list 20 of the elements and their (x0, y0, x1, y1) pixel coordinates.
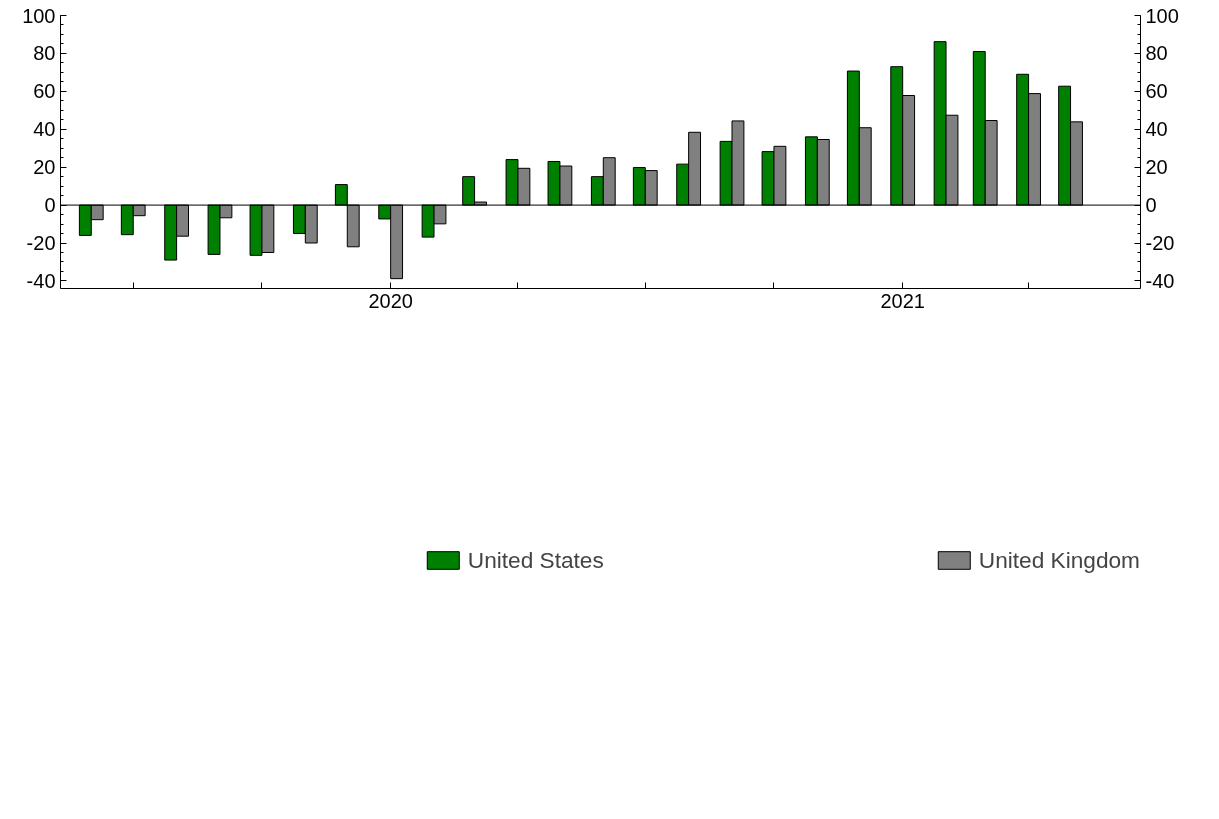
x-tick-label: 2021 (880, 289, 925, 312)
y-tick-label: -20 (26, 232, 56, 254)
y2-tick-label: -20 (1145, 232, 1175, 254)
y-tick-label: 60 (33, 80, 56, 103)
y-tick-label: 80 (33, 42, 56, 65)
y-tick-label: 40 (33, 118, 56, 141)
y-tick-label: 100 (22, 4, 56, 27)
y-tick-label: -40 (26, 269, 56, 292)
y2-tick-label: 60 (1145, 80, 1168, 103)
y2-tick-label: 0 (1145, 194, 1157, 217)
y2-tick-label: 20 (1145, 156, 1168, 179)
legend-label: United Kingdom (978, 546, 1140, 574)
x-tick-label: 2020 (368, 289, 413, 312)
y2-tick-label: 40 (1145, 118, 1168, 141)
y2-tick-label: 100 (1145, 4, 1179, 27)
legend-label: United States (467, 546, 604, 574)
y2-tick-label: 80 (1145, 42, 1168, 65)
y2-tick-label: -40 (1145, 269, 1175, 292)
y-tick-label: 0 (44, 194, 56, 217)
y-tick-label: 20 (33, 156, 56, 179)
